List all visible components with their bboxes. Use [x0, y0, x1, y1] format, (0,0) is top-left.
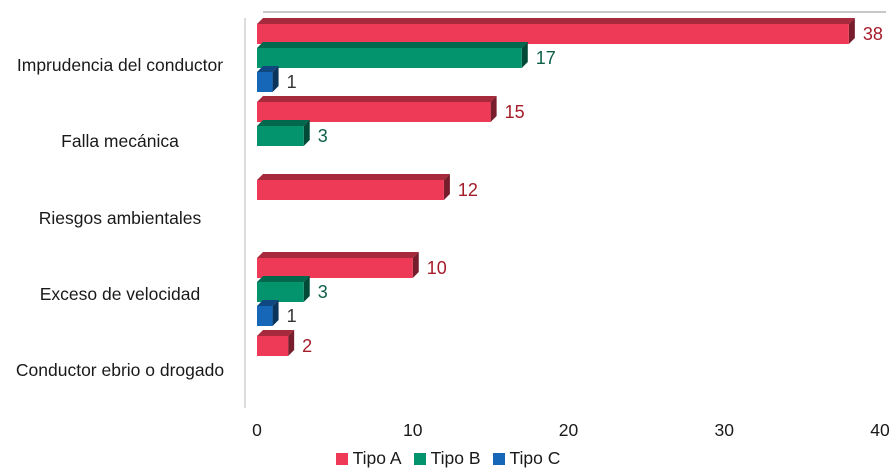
- category-label: Riesgos ambientales: [38, 208, 202, 228]
- bar: [257, 180, 444, 200]
- data-label: 10: [427, 258, 447, 278]
- bar: [257, 282, 304, 302]
- bar-top-face: [257, 120, 310, 126]
- legend-item: Tipo A: [335, 448, 402, 469]
- data-label: 15: [505, 102, 525, 122]
- bar-top-face: [257, 18, 855, 24]
- data-label: 1: [287, 306, 297, 326]
- category-label: Exceso de velocidad: [39, 284, 201, 304]
- legend-swatch: [335, 452, 348, 465]
- bar: [257, 72, 273, 92]
- category-label: Imprudencia del conductor: [16, 55, 224, 75]
- data-label: 17: [536, 48, 556, 68]
- bar-top-face: [257, 96, 497, 102]
- bar-top-face: [257, 330, 295, 336]
- legend-swatch: [413, 452, 426, 465]
- data-label: 1: [287, 72, 297, 92]
- x-tick-label: 40: [870, 420, 890, 440]
- category-label: Conductor ebrio o drogado: [15, 360, 225, 380]
- bar-side-face: [303, 120, 310, 146]
- bar: [257, 126, 304, 146]
- data-label: 38: [863, 24, 883, 44]
- bar: [257, 336, 289, 356]
- legend-swatch: [492, 452, 505, 465]
- legend: Tipo A Tipo B Tipo C: [0, 448, 896, 469]
- legend-label: Tipo A: [352, 448, 402, 468]
- bar-side-face: [521, 42, 528, 68]
- bar: [257, 24, 849, 44]
- bar-top-face: [257, 174, 450, 180]
- bar-top-face: [257, 276, 310, 282]
- legend-item: Tipo C: [492, 448, 561, 469]
- bar-top-face: [257, 66, 279, 72]
- data-label: 12: [458, 180, 478, 200]
- bar: [257, 306, 273, 326]
- bar-side-face: [288, 330, 295, 356]
- bar-side-face: [272, 300, 279, 326]
- category-label: Falla mecánica: [61, 131, 179, 151]
- x-tick-label: 0: [252, 420, 262, 440]
- x-tick-label: 20: [558, 420, 579, 440]
- bar-side-face: [303, 276, 310, 302]
- bar-side-face: [443, 174, 450, 200]
- legend-label: Tipo C: [509, 448, 561, 468]
- bar: [257, 102, 491, 122]
- x-tick-label: 10: [403, 420, 423, 440]
- bar-top-face: [257, 42, 528, 48]
- data-label: 2: [302, 336, 312, 356]
- bar-top-face: [257, 252, 419, 258]
- bar-side-face: [272, 66, 279, 92]
- data-label: 3: [318, 282, 328, 302]
- bar-side-face: [848, 18, 855, 44]
- bar: [257, 258, 413, 278]
- x-tick-label: 30: [714, 420, 734, 440]
- legend-item: Tipo B: [413, 448, 481, 469]
- bar-side-face: [412, 252, 419, 278]
- bar: [257, 48, 522, 68]
- bar-side-face: [490, 96, 497, 122]
- legend-label: Tipo B: [430, 448, 481, 468]
- data-label: 3: [318, 126, 328, 146]
- bar-top-face: [257, 300, 279, 306]
